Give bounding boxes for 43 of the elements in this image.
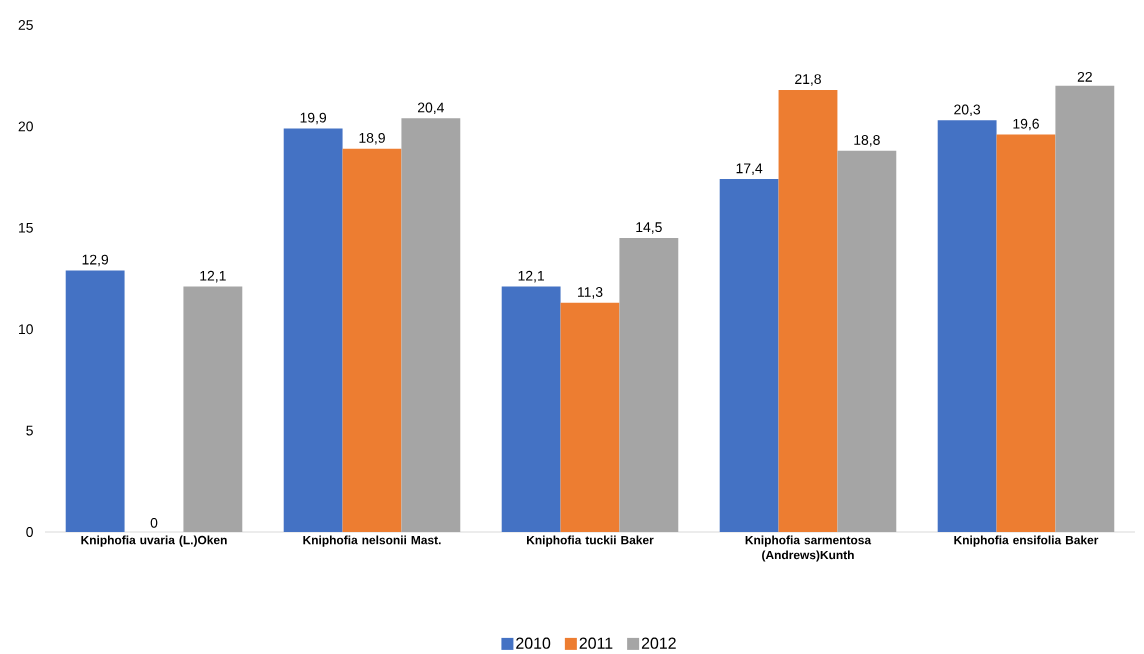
data-label: 18,9	[359, 132, 385, 145]
bar	[778, 89, 838, 532]
bar	[283, 128, 343, 532]
y-tick-label: 25	[18, 19, 33, 30]
data-label: 19,6	[1013, 118, 1039, 131]
x-tick-label: Kniphofia sarmentosa (Andrews)Kunth	[745, 535, 872, 562]
data-label: 20,3	[954, 104, 981, 117]
y-tick-label: 15	[19, 222, 33, 233]
bar	[401, 118, 461, 532]
legend-label: 2012	[641, 637, 676, 649]
data-label: 12,1	[518, 270, 545, 283]
data-label: 17,4	[736, 163, 763, 175]
x-tick-label: Kniphofia tuckii Baker	[527, 535, 654, 547]
bar	[560, 302, 620, 532]
data-label: 21,8	[795, 74, 821, 86]
data-label: 19,9	[300, 112, 327, 125]
data-label: 12,9	[82, 254, 109, 267]
bar	[501, 286, 561, 532]
data-label: 11,3	[578, 287, 603, 299]
bar	[65, 270, 125, 532]
data-label: 0	[150, 517, 158, 528]
x-tick-label: Kniphofia uvaria (L.)Oken	[81, 535, 227, 547]
x-tick-label: Kniphofia ensifolia Baker	[954, 535, 1099, 547]
data-label: 12,1	[200, 270, 226, 283]
bar	[996, 134, 1056, 532]
data-label: 14,5	[636, 222, 662, 234]
x-tick-label: Kniphofia nelsonii Mast.	[303, 535, 441, 547]
y-tick-label: 5	[26, 425, 33, 436]
y-tick-label: 0	[26, 526, 33, 537]
y-tick-label: 10	[19, 324, 33, 335]
bar	[837, 150, 897, 532]
bar	[1055, 85, 1115, 532]
bar	[719, 179, 779, 532]
y-tick-label: 20	[18, 121, 33, 132]
data-label: 22	[1077, 71, 1092, 82]
bar	[183, 286, 243, 532]
data-label: 20,4	[417, 102, 445, 114]
bar	[937, 120, 997, 532]
legend-label: 2010	[516, 637, 551, 649]
legend-label: 2011	[579, 637, 613, 649]
bar	[342, 148, 402, 532]
bar	[619, 237, 679, 532]
data-label: 18,8	[854, 134, 880, 147]
